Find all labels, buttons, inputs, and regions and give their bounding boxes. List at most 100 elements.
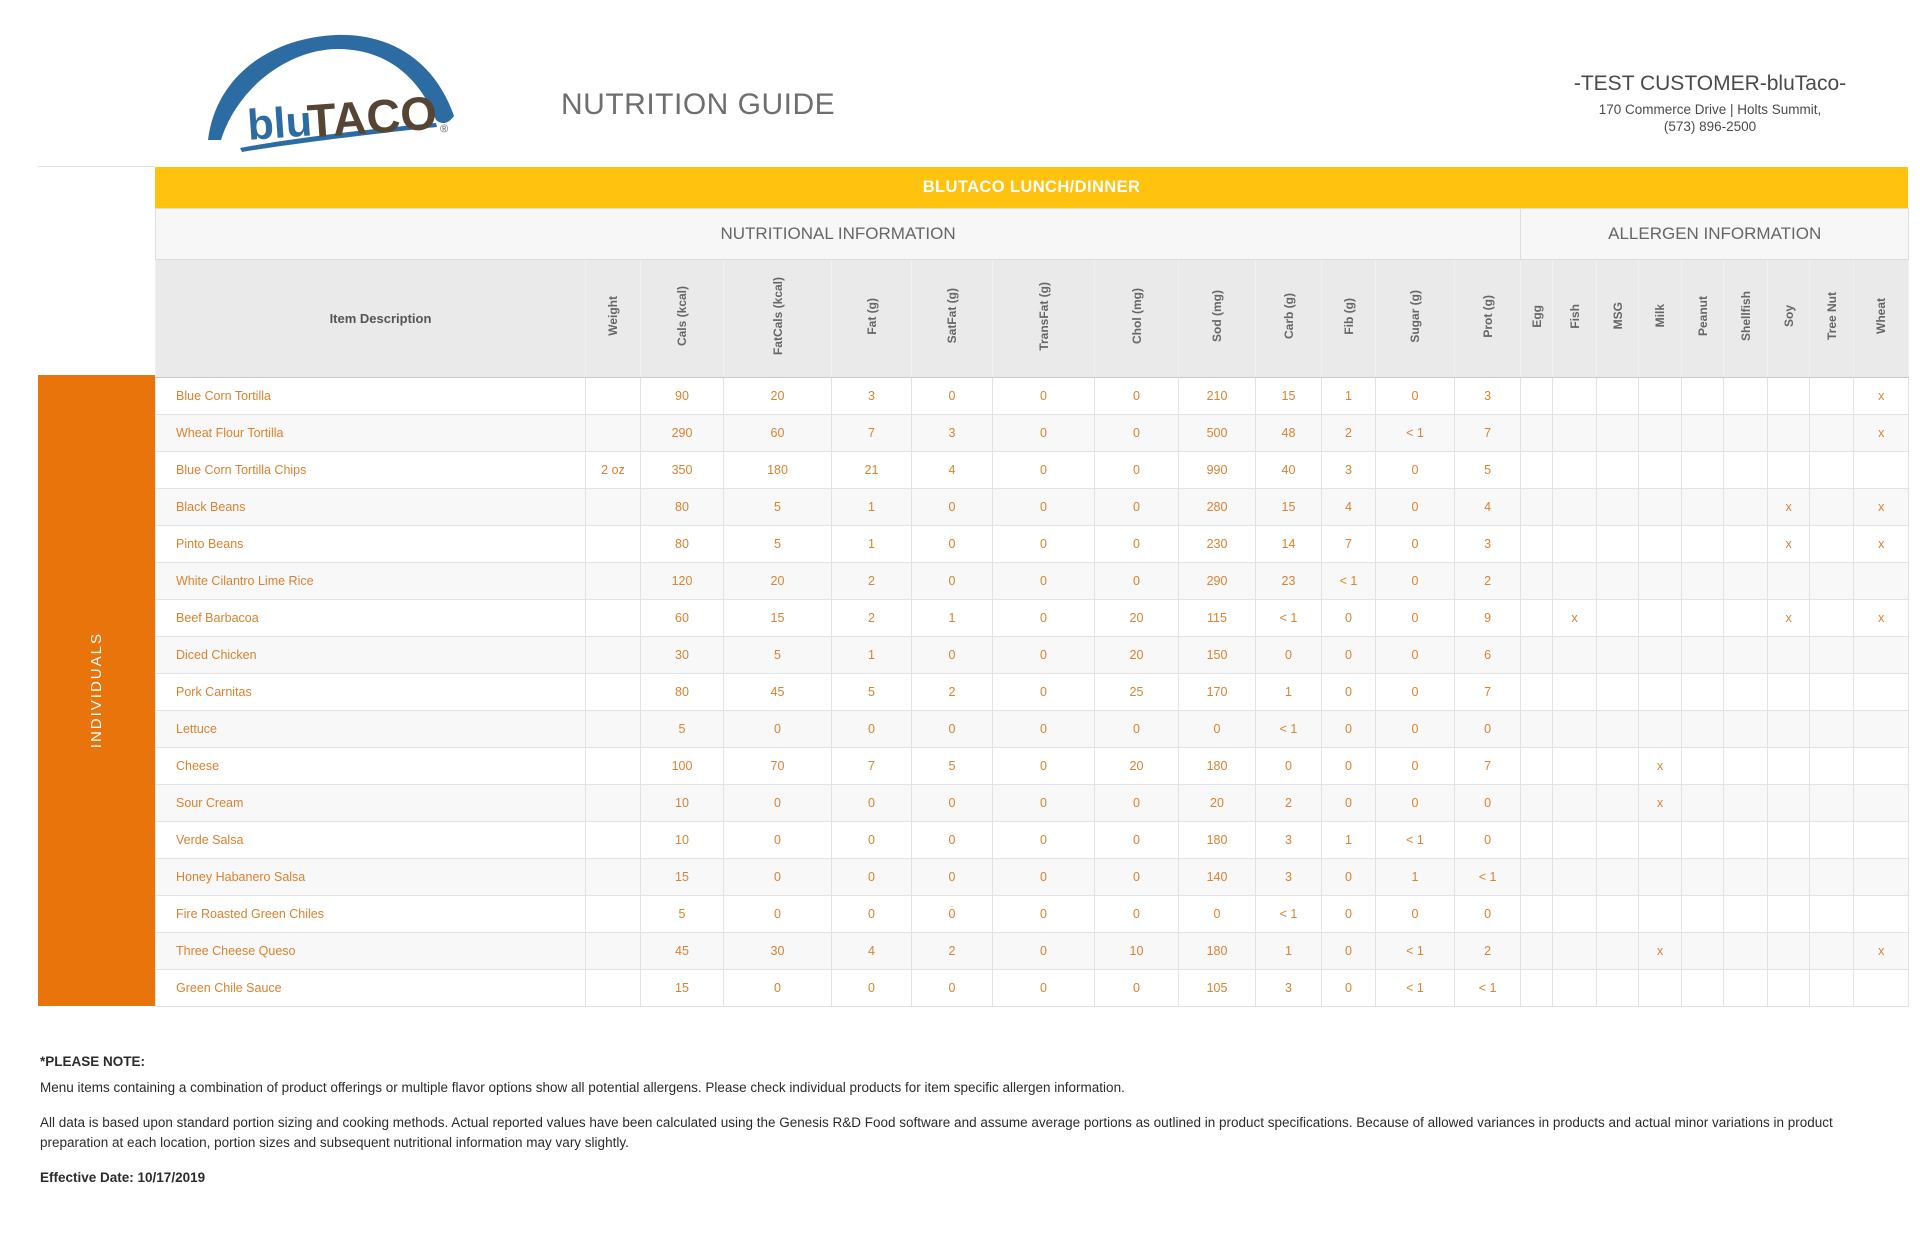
nutrition-value-cell: 0 xyxy=(992,821,1095,859)
nutrition-value-cell: 15 xyxy=(640,969,724,1007)
allergen-mark-cell xyxy=(1681,969,1725,1007)
allergen-mark-cell xyxy=(1809,710,1855,748)
allergen-mark-cell xyxy=(1596,451,1640,489)
allergen-mark-cell xyxy=(1767,932,1811,970)
table-row: Blue Corn Tortilla 90 20 3 0 0 0 210 15 1 0 3 x xyxy=(155,377,1910,415)
nutrition-value-cell: 0 xyxy=(723,710,832,748)
nutrition-value-cell: 0 xyxy=(911,488,993,526)
allergen-mark-cell xyxy=(1638,451,1683,489)
nutrition-value-cell: 80 xyxy=(640,673,724,711)
allergen-mark-cell xyxy=(1552,488,1598,526)
column-header-cals-kcal: Cals (kcal) xyxy=(640,259,724,378)
item-name-cell: Beef Barbacoa xyxy=(155,599,586,637)
logo-arc-swoosh xyxy=(208,34,454,140)
nutrition-value-cell: 0 xyxy=(1453,821,1522,859)
item-name-cell: White Cilantro Lime Rice xyxy=(155,562,586,600)
nutrition-value-cell: 0 xyxy=(1321,673,1376,711)
allergen-mark-cell xyxy=(1853,710,1910,748)
column-header-label: Prot (g) xyxy=(1480,294,1495,338)
nutrition-value-cell: 60 xyxy=(640,599,724,637)
nutrition-value-cell: < 1 xyxy=(1453,969,1522,1007)
nutrition-value-cell: 1 xyxy=(1321,377,1376,415)
nutrition-value-cell xyxy=(585,969,641,1007)
nutrition-value-cell: 180 xyxy=(1178,821,1256,859)
nutrition-value-cell: 80 xyxy=(640,525,724,563)
table-row: Black Beans 80 5 1 0 0 0 280 15 4 0 4 x x xyxy=(155,488,1910,526)
table-row: White Cilantro Lime Rice 120 20 2 0 0 0 290 23 < … xyxy=(155,562,1910,600)
allergen-mark-cell xyxy=(1809,969,1855,1007)
nutrition-value-cell: 2 xyxy=(831,562,912,600)
nutrition-value-cell: 21 xyxy=(831,451,912,489)
nutrition-value-cell: 0 xyxy=(831,710,912,748)
nutrition-value-cell: < 1 xyxy=(1375,969,1455,1007)
allergen-mark-cell xyxy=(1596,932,1640,970)
allergen-mark-cell xyxy=(1552,932,1598,970)
allergen-mark-cell xyxy=(1723,636,1769,674)
nutrition-value-cell: 3 xyxy=(911,414,993,452)
column-header-transfat-g: TransFat (g) xyxy=(992,259,1095,378)
allergen-mark-cell xyxy=(1596,747,1640,785)
nutrition-value-cell: 20 xyxy=(1178,784,1256,822)
nutrition-value-cell: 290 xyxy=(640,414,724,452)
column-header-msg: MSG xyxy=(1596,259,1640,378)
column-header-carb-g: Carb (g) xyxy=(1255,259,1322,378)
allergen-mark-cell xyxy=(1596,821,1640,859)
nutrition-value-cell: 0 xyxy=(1375,488,1455,526)
column-header-label: Fat (g) xyxy=(864,297,879,335)
allergen-mark-cell xyxy=(1552,525,1598,563)
table-row: Pinto Beans 80 5 1 0 0 0 230 14 7 0 3 x x xyxy=(155,525,1910,563)
allergen-mark-cell xyxy=(1596,488,1640,526)
allergen-mark-cell xyxy=(1638,673,1683,711)
item-name-cell: Blue Corn Tortilla xyxy=(155,377,586,415)
nutrition-value-cell: 5 xyxy=(1453,451,1522,489)
allergen-mark-cell xyxy=(1520,673,1554,711)
nutrition-value-cell: 15 xyxy=(1255,488,1322,526)
nutrition-value-cell: 2 xyxy=(1255,784,1322,822)
nutrition-value-cell: 14 xyxy=(1255,525,1322,563)
allergen-mark-cell xyxy=(1853,562,1910,600)
column-header-satfat-g: SatFat (g) xyxy=(911,259,993,378)
nutrition-value-cell: 0 xyxy=(992,858,1095,896)
allergen-mark-cell xyxy=(1596,599,1640,637)
allergen-mark-cell xyxy=(1596,414,1640,452)
nutrition-value-cell: 210 xyxy=(1178,377,1256,415)
nutrition-value-cell: 2 xyxy=(1321,414,1376,452)
nutrition-value-cell: < 1 xyxy=(1255,710,1322,748)
allergen-mark-cell xyxy=(1520,488,1554,526)
nutrition-value-cell: 23 xyxy=(1255,562,1322,600)
allergen-mark-cell xyxy=(1767,858,1811,896)
nutrition-value-cell: 5 xyxy=(723,525,832,563)
allergen-mark-cell xyxy=(1767,562,1811,600)
allergen-mark-cell xyxy=(1520,414,1554,452)
allergen-mark-cell xyxy=(1723,414,1769,452)
item-name-cell: Fire Roasted Green Chiles xyxy=(155,895,586,933)
allergen-mark-cell xyxy=(1767,895,1811,933)
allergen-mark-cell xyxy=(1638,969,1683,1007)
nutrition-value-cell xyxy=(585,710,641,748)
nutrition-value-cell: 30 xyxy=(640,636,724,674)
nutrition-value-cell: 0 xyxy=(1375,599,1455,637)
allergen-mark-cell xyxy=(1809,858,1855,896)
nutrition-value-cell: 0 xyxy=(992,932,1095,970)
nutrition-value-cell: 9 xyxy=(1453,599,1522,637)
nutrition-value-cell: 0 xyxy=(1375,895,1455,933)
column-header-label: Soy xyxy=(1781,304,1796,327)
column-header-soy: Soy xyxy=(1767,259,1811,378)
allergen-mark-cell xyxy=(1638,377,1683,415)
item-name-cell: Lettuce xyxy=(155,710,586,748)
allergen-mark-cell xyxy=(1681,821,1725,859)
nutrition-value-cell xyxy=(585,636,641,674)
allergen-mark-cell: x xyxy=(1853,488,1910,526)
item-name-cell: Black Beans xyxy=(155,488,586,526)
allergen-mark-cell xyxy=(1520,747,1554,785)
nutrition-value-cell: 0 xyxy=(911,784,993,822)
column-header-label: Weight xyxy=(606,296,620,336)
please-note-title: *PLEASE NOTE: xyxy=(40,1054,146,1069)
allergen-mark-cell xyxy=(1853,636,1910,674)
column-header-label: Cals (kcal) xyxy=(675,285,689,347)
allergen-mark-cell xyxy=(1520,599,1554,637)
nutrition-value-cell: 0 xyxy=(1321,636,1376,674)
nutrition-value-cell: 7 xyxy=(831,747,912,785)
allergen-mark-cell xyxy=(1723,784,1769,822)
